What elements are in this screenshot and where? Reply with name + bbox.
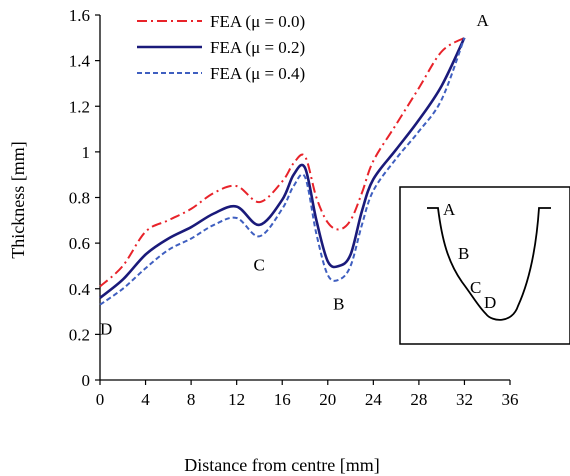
x-tick-label: 28 — [410, 390, 427, 409]
point-label-a: A — [476, 11, 489, 30]
point-label-b: B — [333, 295, 344, 314]
x-tick-label: 4 — [141, 390, 150, 409]
inset-label-b: B — [458, 244, 469, 263]
legend-label-1: FEA (μ = 0.2) — [210, 38, 305, 57]
cup-profile — [427, 207, 551, 321]
x-tick-label: 0 — [96, 390, 105, 409]
series-line-1 — [99, 37, 466, 299]
inset-label-d: D — [484, 293, 496, 312]
cup-cross-section-inset: A B C D — [399, 186, 570, 345]
x-tick-label: 36 — [502, 390, 519, 409]
series-line-0 — [99, 36, 465, 288]
y-tick-label: 1.6 — [69, 6, 90, 25]
y-tick-label: 1.4 — [69, 52, 91, 71]
legend-label-0: FEA (μ = 0.0) — [210, 12, 305, 31]
x-tick-label: 8 — [187, 390, 196, 409]
point-label-d: D — [100, 320, 112, 339]
axes: 0 0.2 0.4 0.6 0.8 1 1.2 1.4 1.6 0 4 8 12 16 20 24 28 32 36 — [69, 6, 519, 409]
legend-label-2: FEA (μ = 0.4) — [210, 64, 305, 83]
y-tick-label: 0.8 — [69, 189, 90, 208]
x-axis-title: Distance from centre [mm] — [184, 455, 379, 475]
inset-frame — [399, 186, 570, 345]
y-axis-title: Thickness [mm] — [8, 141, 28, 258]
series-layer — [99, 36, 466, 306]
x-tick-label: 24 — [365, 390, 383, 409]
point-label-c: C — [253, 255, 264, 274]
x-tick-label: 20 — [319, 390, 336, 409]
y-tick-label: 0.2 — [69, 325, 90, 344]
y-tick-label: 0.4 — [69, 280, 91, 299]
inset-label-c: C — [470, 278, 481, 297]
series-line-2 — [99, 37, 466, 306]
y-tick-label: 1.2 — [69, 97, 90, 116]
y-tick-label: 1 — [82, 143, 91, 162]
x-tick-label: 16 — [274, 390, 291, 409]
x-tick-label: 32 — [456, 390, 473, 409]
legend: FEA (μ = 0.0) FEA (μ = 0.2) FEA (μ = 0.4) — [137, 12, 305, 83]
inset-label-a: A — [443, 200, 456, 219]
y-tick-label: 0.6 — [69, 234, 90, 253]
x-tick-label: 12 — [228, 390, 245, 409]
y-tick-label: 0 — [82, 371, 91, 390]
